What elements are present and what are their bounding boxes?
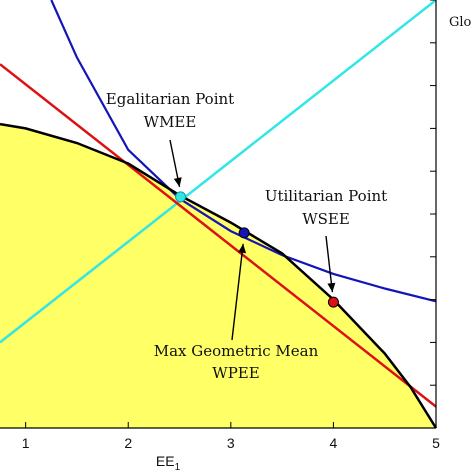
axes: 1 2 3 4 5 [0, 0, 440, 451]
feasible-region-fill [0, 124, 436, 428]
point-wpee [238, 227, 250, 239]
legend-label: Glo [449, 15, 472, 30]
utilitarian-arrow-head [327, 282, 336, 293]
x-tick-label: 5 [432, 435, 440, 451]
x-tick-label: 4 [330, 435, 338, 451]
egalitarian-line [0, 0, 437, 344]
egalitarian-arrow-head [173, 177, 182, 187]
egalitarian-label-line2: WMEE [144, 113, 197, 131]
egalitarian-label-line1: Egalitarian Point [106, 90, 234, 108]
utilitarian-line [0, 63, 437, 408]
x-tick-label: 1 [22, 435, 30, 451]
utilitarian-label-line1: Utilitarian Point [265, 187, 387, 205]
x-axis-label-subscript: 1 [175, 462, 181, 473]
geometric-label-line1: Max Geometric Mean [154, 342, 319, 360]
x-tick-label: 3 [227, 435, 235, 451]
plot-area [0, 0, 438, 429]
geometric-label-line2: WPEE [212, 364, 259, 382]
utilitarian-arrow-shaft [325, 235, 334, 293]
frontier-curve [0, 122, 438, 429]
x-axis-label: EE1 [156, 453, 181, 473]
utilitarian-label-line2: WSEE [302, 210, 350, 228]
geometric-arrow-shaft [231, 243, 244, 341]
x-tick-label: 2 [124, 435, 132, 451]
x-axis-label-main: EE [156, 453, 175, 469]
geometric-mean-curve [50, 0, 437, 303]
geometric-arrow-head [238, 243, 247, 254]
point-wmee [175, 191, 187, 203]
annotations: Egalitarian Point WMEE Utilitarian Point… [106, 15, 472, 473]
point-wsee [327, 296, 339, 308]
